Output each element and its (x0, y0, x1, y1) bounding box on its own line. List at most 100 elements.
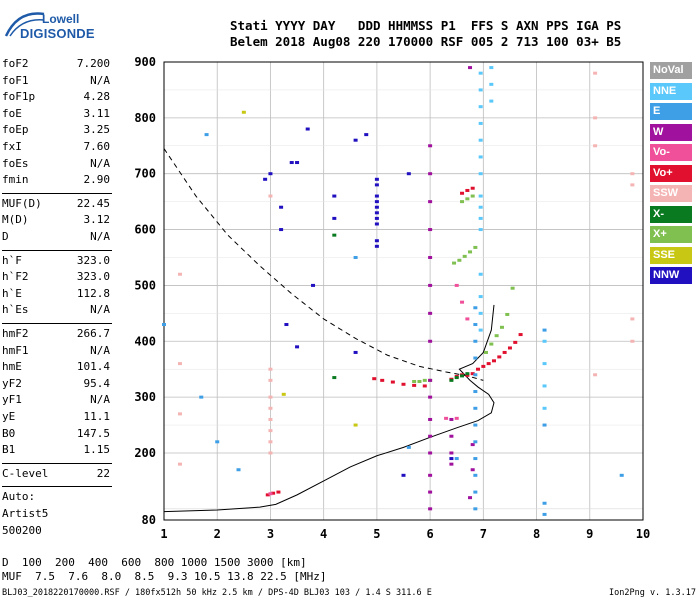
param-name: B1 (2, 443, 16, 457)
param-name: hmF1 (2, 343, 29, 357)
data-point-e (406, 445, 411, 449)
param-name: yF2 (2, 376, 22, 390)
param-row: h`F2 323.0 (2, 270, 110, 284)
param-value: 11.1 (83, 410, 111, 423)
data-point-w (428, 434, 433, 438)
data-point-w (468, 66, 473, 70)
data-point-nne (542, 362, 547, 366)
data-point-nne (478, 88, 483, 92)
data-point-nnw (374, 177, 379, 181)
data-point-nnw (374, 205, 379, 209)
data-point-vo (454, 416, 459, 420)
x-tick-label: 1 (160, 527, 167, 541)
param-row: h`E 112.8 (2, 287, 110, 301)
data-point-nne (478, 311, 483, 315)
data-point-nnw (295, 161, 300, 165)
muf-table: D 100 200 400 600 800 1000 1500 3000 [km… (2, 556, 327, 584)
data-point-nne (542, 339, 547, 343)
data-point-vo (460, 191, 465, 195)
param-name: MUF(D) (2, 196, 42, 210)
data-point-nnw (289, 161, 294, 165)
param-value: 1.15 (83, 443, 111, 457)
data-point-w (449, 417, 454, 421)
param-row: foF2 7.200 (2, 57, 110, 71)
data-point-e (473, 406, 478, 410)
param-row: 500200 (2, 524, 110, 538)
param-row: fxI 7.60 (2, 140, 110, 154)
muf-label: MUF (2, 570, 22, 583)
data-point-ssw (630, 339, 635, 343)
data-point-e (215, 440, 220, 444)
data-point-nne (478, 138, 483, 142)
x-tick-label: 10 (636, 527, 650, 541)
data-point-ssw (268, 440, 273, 444)
data-point-ssw (630, 317, 635, 321)
data-point-vo (265, 493, 270, 497)
param-separator (2, 323, 112, 324)
legend-item-sse: SSE (650, 246, 692, 264)
data-point-vo (502, 350, 507, 354)
data-point-ssw (268, 194, 273, 198)
param-name: D (2, 230, 9, 243)
param-value: 95.4 (83, 376, 111, 390)
data-point-ssw (630, 172, 635, 176)
data-point-e (473, 356, 478, 360)
data-point-vo (507, 346, 512, 350)
data-point-w (470, 443, 475, 447)
data-point-w (428, 451, 433, 455)
data-point-x (470, 194, 475, 198)
data-point-ssw (268, 395, 273, 399)
param-row: Auto: (2, 490, 110, 504)
data-point-x (449, 378, 454, 382)
param-row: D N/A (2, 230, 110, 244)
param-row: fmin 2.90 (2, 173, 110, 187)
param-value: N/A (90, 393, 110, 407)
data-point-w (428, 417, 433, 421)
data-point-w (428, 200, 433, 204)
data-point-e (454, 457, 459, 461)
data-point-vo (518, 333, 523, 337)
param-value: N/A (90, 343, 110, 357)
param-name: foE (2, 106, 22, 120)
data-point-nnw (279, 228, 284, 232)
param-row: foEs N/A (2, 157, 110, 171)
data-point-w (449, 434, 454, 438)
data-point-w (449, 462, 454, 466)
data-point-e (542, 423, 547, 427)
header-labels: Stati YYYY DAY DDD HHMMSS P1 FFS S AXN P… (230, 18, 622, 33)
y-tick-label: 700 (134, 167, 156, 181)
data-point-ssw (593, 116, 598, 120)
data-point-nnw (305, 127, 310, 131)
data-point-nne (478, 205, 483, 209)
data-point-e (473, 339, 478, 343)
y-tick-label: 500 (134, 278, 156, 292)
data-point-nne (478, 328, 483, 332)
data-point-nnw (401, 473, 406, 477)
data-point-ssw (177, 362, 182, 366)
muf-distance-values: 100 200 400 600 800 1000 1500 3000 [km] (8, 556, 307, 569)
param-value: 2.90 (83, 173, 111, 187)
param-row: Artist5 (2, 507, 110, 521)
param-value: 266.7 (76, 327, 110, 340)
param-row: M(D) 3.12 (2, 213, 110, 227)
data-point-e (542, 328, 547, 332)
data-point-nnw (374, 244, 379, 248)
legend-item-ssw: SSW (650, 185, 692, 202)
y-tick-label: 80 (142, 513, 156, 527)
data-point-e (473, 390, 478, 394)
data-point-nnw (284, 323, 289, 327)
data-point-ssw (268, 417, 273, 421)
x-tick-label: 3 (267, 527, 274, 541)
data-point-w (428, 378, 433, 382)
param-name: 500200 (2, 523, 42, 537)
x-tick-label: 5 (373, 527, 380, 541)
data-point-vo (465, 188, 470, 192)
data-point-w (428, 255, 433, 259)
data-point-vo (491, 359, 496, 363)
data-point-x (465, 372, 470, 376)
data-point-nnw (374, 239, 379, 243)
data-point-vo (444, 416, 449, 420)
data-point-w (468, 496, 473, 500)
data-point-x (494, 334, 499, 338)
param-name: C-level (2, 466, 49, 480)
